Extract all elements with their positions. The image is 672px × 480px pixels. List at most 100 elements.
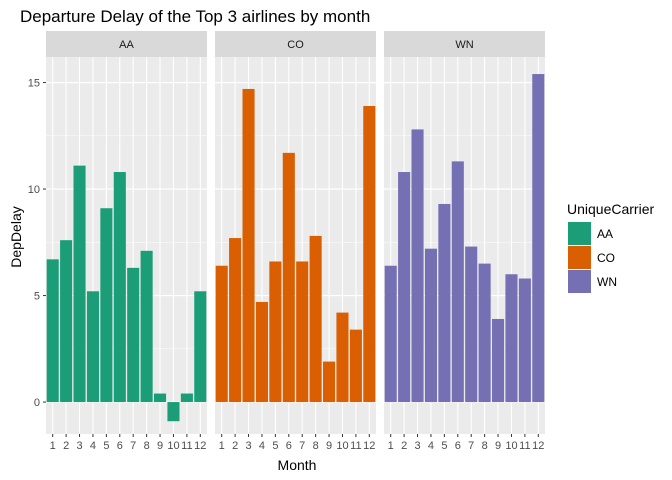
x-tick-label: 2 — [232, 440, 238, 452]
x-tick-label: 11 — [350, 440, 361, 452]
bar-wn-11 — [518, 278, 531, 403]
bar-co-10 — [336, 312, 349, 403]
x-tick-label: 6 — [117, 440, 123, 452]
bar-wn-10 — [505, 274, 518, 403]
facet-strip-label: CO — [287, 39, 304, 51]
bar-co-2 — [229, 238, 242, 403]
x-tick-label: 10 — [167, 440, 179, 452]
x-tick-label: 6 — [286, 440, 292, 452]
bar-wn-12 — [532, 74, 545, 403]
facet-strip-label: AA — [119, 39, 134, 51]
x-tick-label: 8 — [144, 440, 150, 452]
x-tick-label: 6 — [455, 440, 461, 452]
bar-co-12 — [363, 105, 376, 403]
x-tick-label: 8 — [313, 440, 319, 452]
x-tick-label: 10 — [336, 440, 348, 452]
x-tick-label: 11 — [181, 440, 192, 452]
bar-aa-8 — [140, 250, 153, 403]
bar-aa-1 — [46, 259, 59, 403]
x-tick-label: 2 — [401, 440, 407, 452]
bar-wn-8 — [478, 263, 491, 403]
bar-aa-10 — [167, 402, 180, 422]
x-tick-label: 3 — [414, 440, 420, 452]
bar-co-11 — [349, 329, 362, 403]
x-tick-label: 12 — [194, 440, 206, 452]
bar-wn-9 — [492, 318, 505, 403]
legend-key-wn — [568, 270, 591, 293]
y-axis: 0 5 10 15 — [28, 78, 46, 409]
legend-label-co: CO — [597, 251, 615, 265]
panel-background — [384, 57, 545, 434]
legend-label-wn: WN — [597, 275, 617, 289]
legend-key-co — [568, 246, 591, 269]
x-tick-label: 8 — [482, 440, 488, 452]
legend: UniqueCarrier AA CO WN — [567, 201, 654, 293]
bar-aa-5 — [100, 208, 113, 403]
y-axis-title: DepDelay — [8, 206, 24, 267]
panel-background — [46, 57, 207, 434]
x-tick-label: 5 — [272, 440, 278, 452]
chart-title: Departure Delay of the Top 3 airlines by… — [20, 7, 370, 26]
x-tick-label: 9 — [326, 440, 332, 452]
y-tick-label: 0 — [34, 397, 40, 409]
bar-wn-4 — [424, 248, 437, 403]
facet-strip — [384, 31, 545, 57]
bar-co-1 — [215, 265, 228, 403]
bar-aa-3 — [73, 165, 86, 403]
bar-co-9 — [323, 361, 336, 403]
bar-co-6 — [282, 152, 295, 403]
y-tick-label: 15 — [28, 78, 40, 90]
x-tick-label: 5 — [103, 440, 109, 452]
bar-co-4 — [255, 301, 268, 403]
x-tick-label: 9 — [495, 440, 501, 452]
bar-co-3 — [242, 88, 255, 403]
x-tick-label: 12 — [363, 440, 375, 452]
x-tick-label: 4 — [428, 440, 434, 452]
bar-co-8 — [309, 235, 322, 403]
x-tick-label: 12 — [532, 440, 544, 452]
panel-background — [215, 57, 376, 434]
facet-panel-aa: AA1 2 3 4 5 6 7 8 9 10 11 12 — [46, 31, 207, 452]
legend-label-aa: AA — [597, 227, 613, 241]
x-tick-label: 11 — [519, 440, 530, 452]
bar-aa-4 — [86, 291, 99, 403]
x-tick-label: 3 — [245, 440, 251, 452]
bar-aa-12 — [194, 291, 207, 403]
legend-title: UniqueCarrier — [567, 201, 654, 217]
x-tick-label: 7 — [299, 440, 305, 452]
bar-aa-2 — [60, 240, 73, 403]
facet-strip — [46, 31, 207, 57]
x-tick-label: 7 — [130, 440, 136, 452]
y-tick-label: 10 — [28, 184, 40, 196]
x-tick-label: 1 — [219, 440, 225, 452]
x-tick-label: 4 — [90, 440, 96, 452]
bar-wn-3 — [411, 129, 424, 403]
bar-aa-6 — [113, 172, 126, 403]
x-tick-label: 1 — [388, 440, 394, 452]
y-tick-label: 5 — [34, 291, 40, 303]
facet-panel-co: CO1 2 3 4 5 6 7 8 9 10 11 12 — [215, 31, 376, 452]
bar-wn-6 — [451, 161, 464, 403]
x-tick-label: 4 — [259, 440, 265, 452]
x-tick-label: 5 — [441, 440, 447, 452]
facet-panel-wn: WN1 2 3 4 5 6 7 8 9 10 11 12 — [384, 31, 545, 452]
x-axis-title: Month — [278, 457, 317, 473]
bar-co-5 — [269, 261, 282, 403]
bar-wn-5 — [438, 203, 451, 403]
x-tick-label: 1 — [50, 440, 56, 452]
x-tick-label: 9 — [157, 440, 163, 452]
facet-strip-label: WN — [455, 39, 473, 51]
bar-aa-11 — [180, 393, 193, 403]
x-tick-label: 7 — [468, 440, 474, 452]
facet-strip — [215, 31, 376, 57]
x-tick-label: 2 — [63, 440, 69, 452]
bar-wn-1 — [384, 265, 397, 403]
bar-wn-7 — [465, 246, 478, 403]
bar-wn-2 — [398, 172, 411, 403]
x-tick-label: 10 — [505, 440, 517, 452]
x-tick-label: 3 — [76, 440, 82, 452]
bar-aa-7 — [127, 267, 140, 403]
legend-key-aa — [568, 222, 591, 245]
